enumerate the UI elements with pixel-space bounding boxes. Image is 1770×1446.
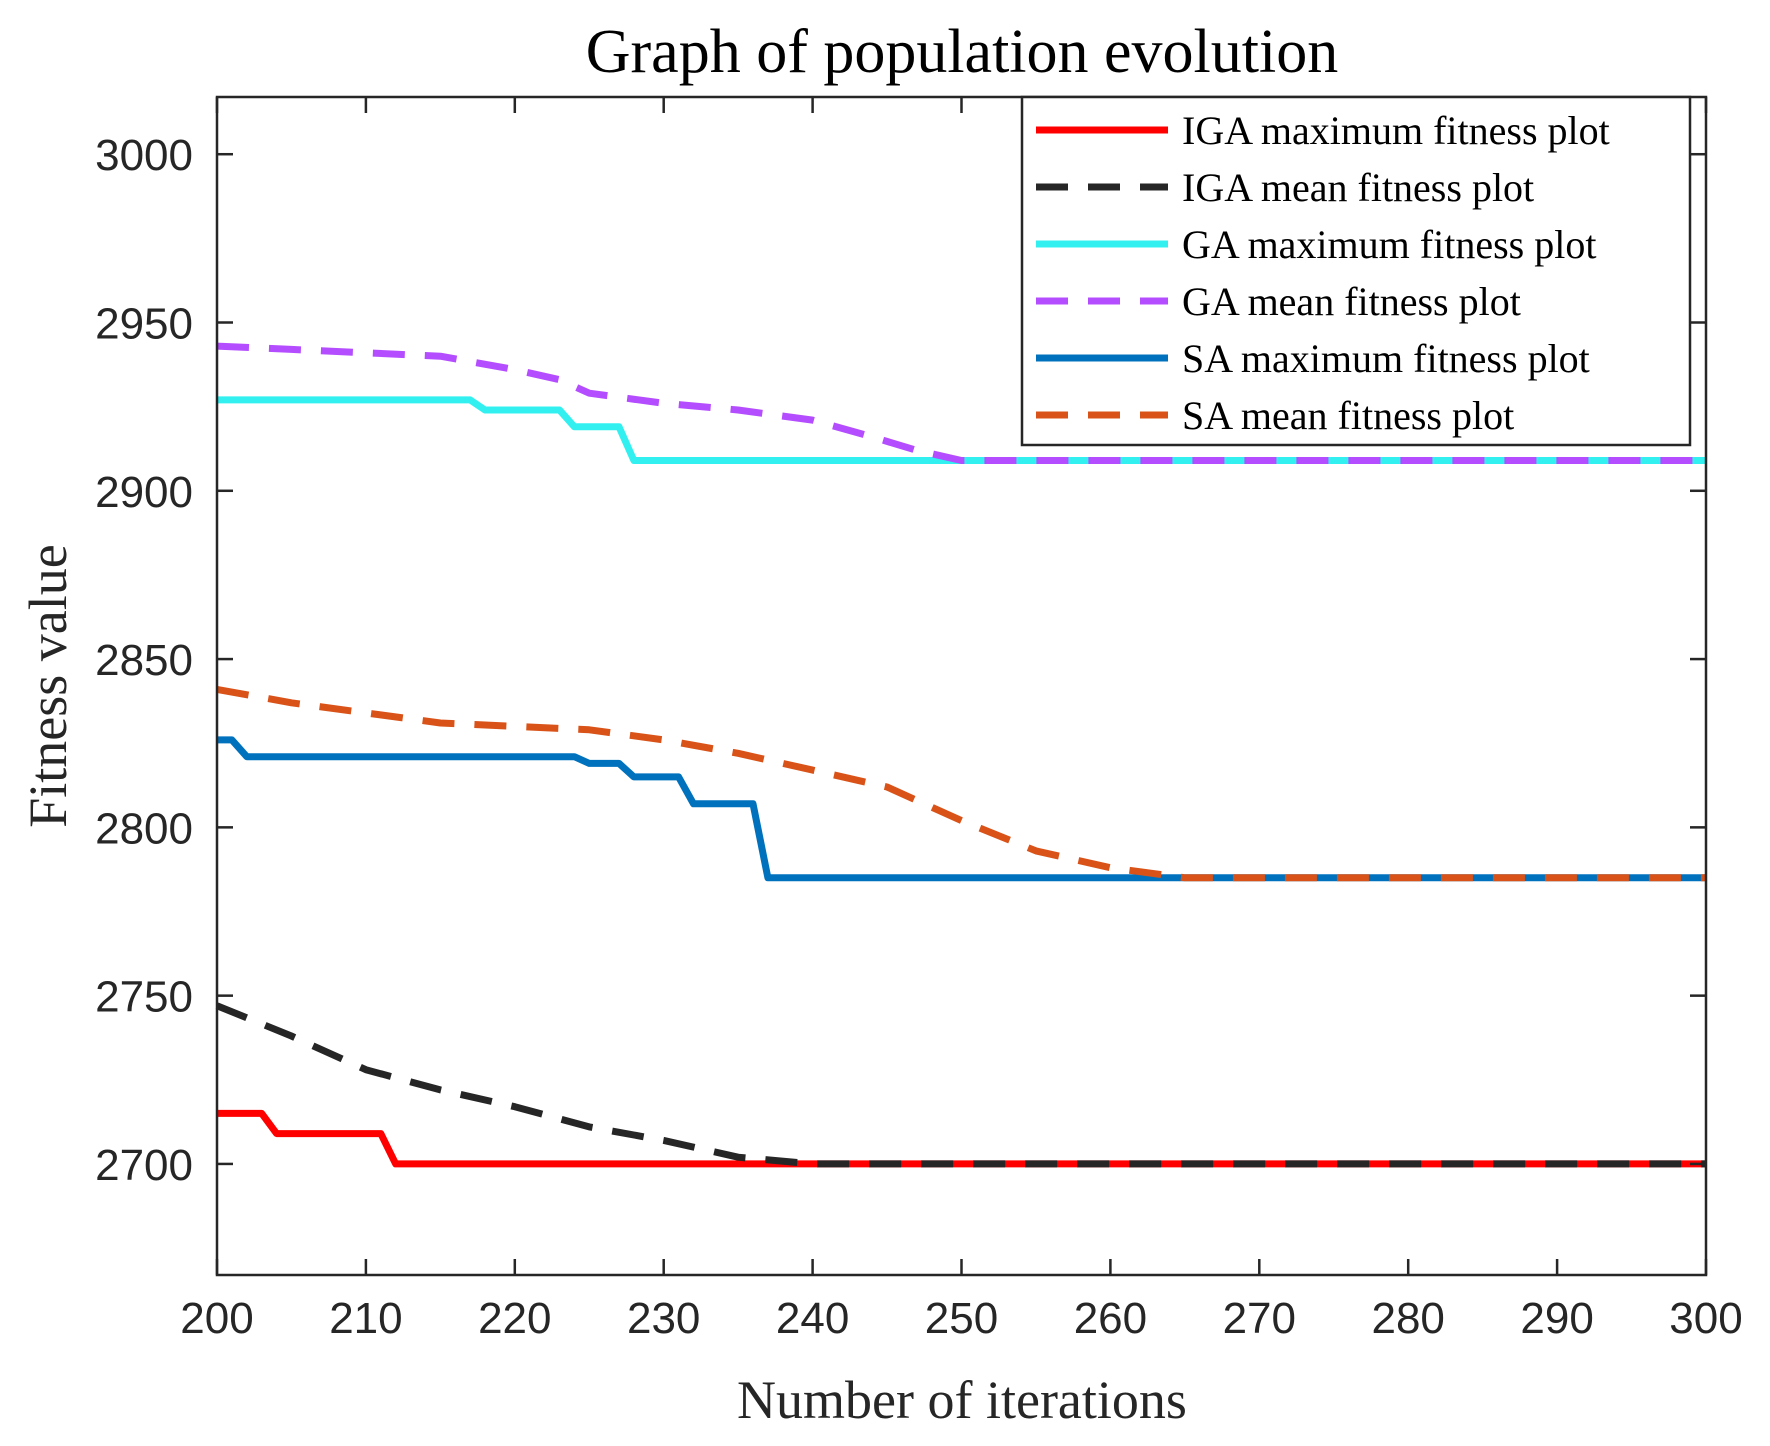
y-tick-label: 2800 [95, 804, 193, 853]
y-tick-label: 2950 [95, 300, 193, 349]
x-tick-label: 220 [478, 1294, 551, 1343]
y-tick-label: 2700 [95, 1141, 193, 1190]
x-tick-label: 270 [1223, 1294, 1296, 1343]
x-tick-label: 280 [1371, 1294, 1444, 1343]
series-line-3 [217, 396, 1706, 464]
legend-label-2: IGA mean fitness plot [1182, 165, 1534, 210]
axis-ticks: 200 210 220 230 240 250 260 270 280 290 300 2700 275… [95, 97, 1743, 1343]
plot-area [215, 342, 1706, 1168]
series-line-2 [215, 1002, 1706, 1168]
series-line-6 [216, 685, 1706, 882]
legend-box [1020, 95, 1692, 447]
legend-label-4: GA mean fitness plot [1182, 279, 1521, 324]
x-tick-label: 200 [180, 1294, 253, 1343]
x-tick-label: 290 [1520, 1294, 1593, 1343]
y-axis-label: Fitness value [18, 544, 78, 827]
x-tick-label: 240 [776, 1294, 849, 1343]
y-tick-label: 2750 [95, 973, 193, 1022]
x-tick-label: 250 [925, 1294, 998, 1343]
series-line-4 [216, 342, 1706, 464]
legend-label-1: IGA maximum fitness plot [1182, 108, 1610, 153]
series-line-5 [217, 736, 1706, 882]
x-tick-label: 300 [1669, 1294, 1742, 1343]
x-tick-label: 260 [1074, 1294, 1147, 1343]
legend-label-3: GA maximum fitness plot [1182, 222, 1596, 267]
chart-title: Graph of population evolution [586, 18, 1338, 86]
y-tick-label: 2850 [95, 636, 193, 685]
series-line-1 [217, 1109, 1706, 1168]
x-tick-label: 230 [627, 1294, 700, 1343]
x-tick-label: 210 [329, 1294, 402, 1343]
legend-label-5: SA maximum fitness plot [1182, 336, 1590, 381]
y-tick-label: 2900 [95, 468, 193, 517]
x-axis-label: Number of iterations [737, 1370, 1187, 1430]
y-tick-label: 3000 [95, 131, 193, 180]
legend: IGA maximum fitness plot IGA mean fitness… [1020, 95, 1692, 447]
legend-label-6: SA mean fitness plot [1182, 393, 1514, 438]
